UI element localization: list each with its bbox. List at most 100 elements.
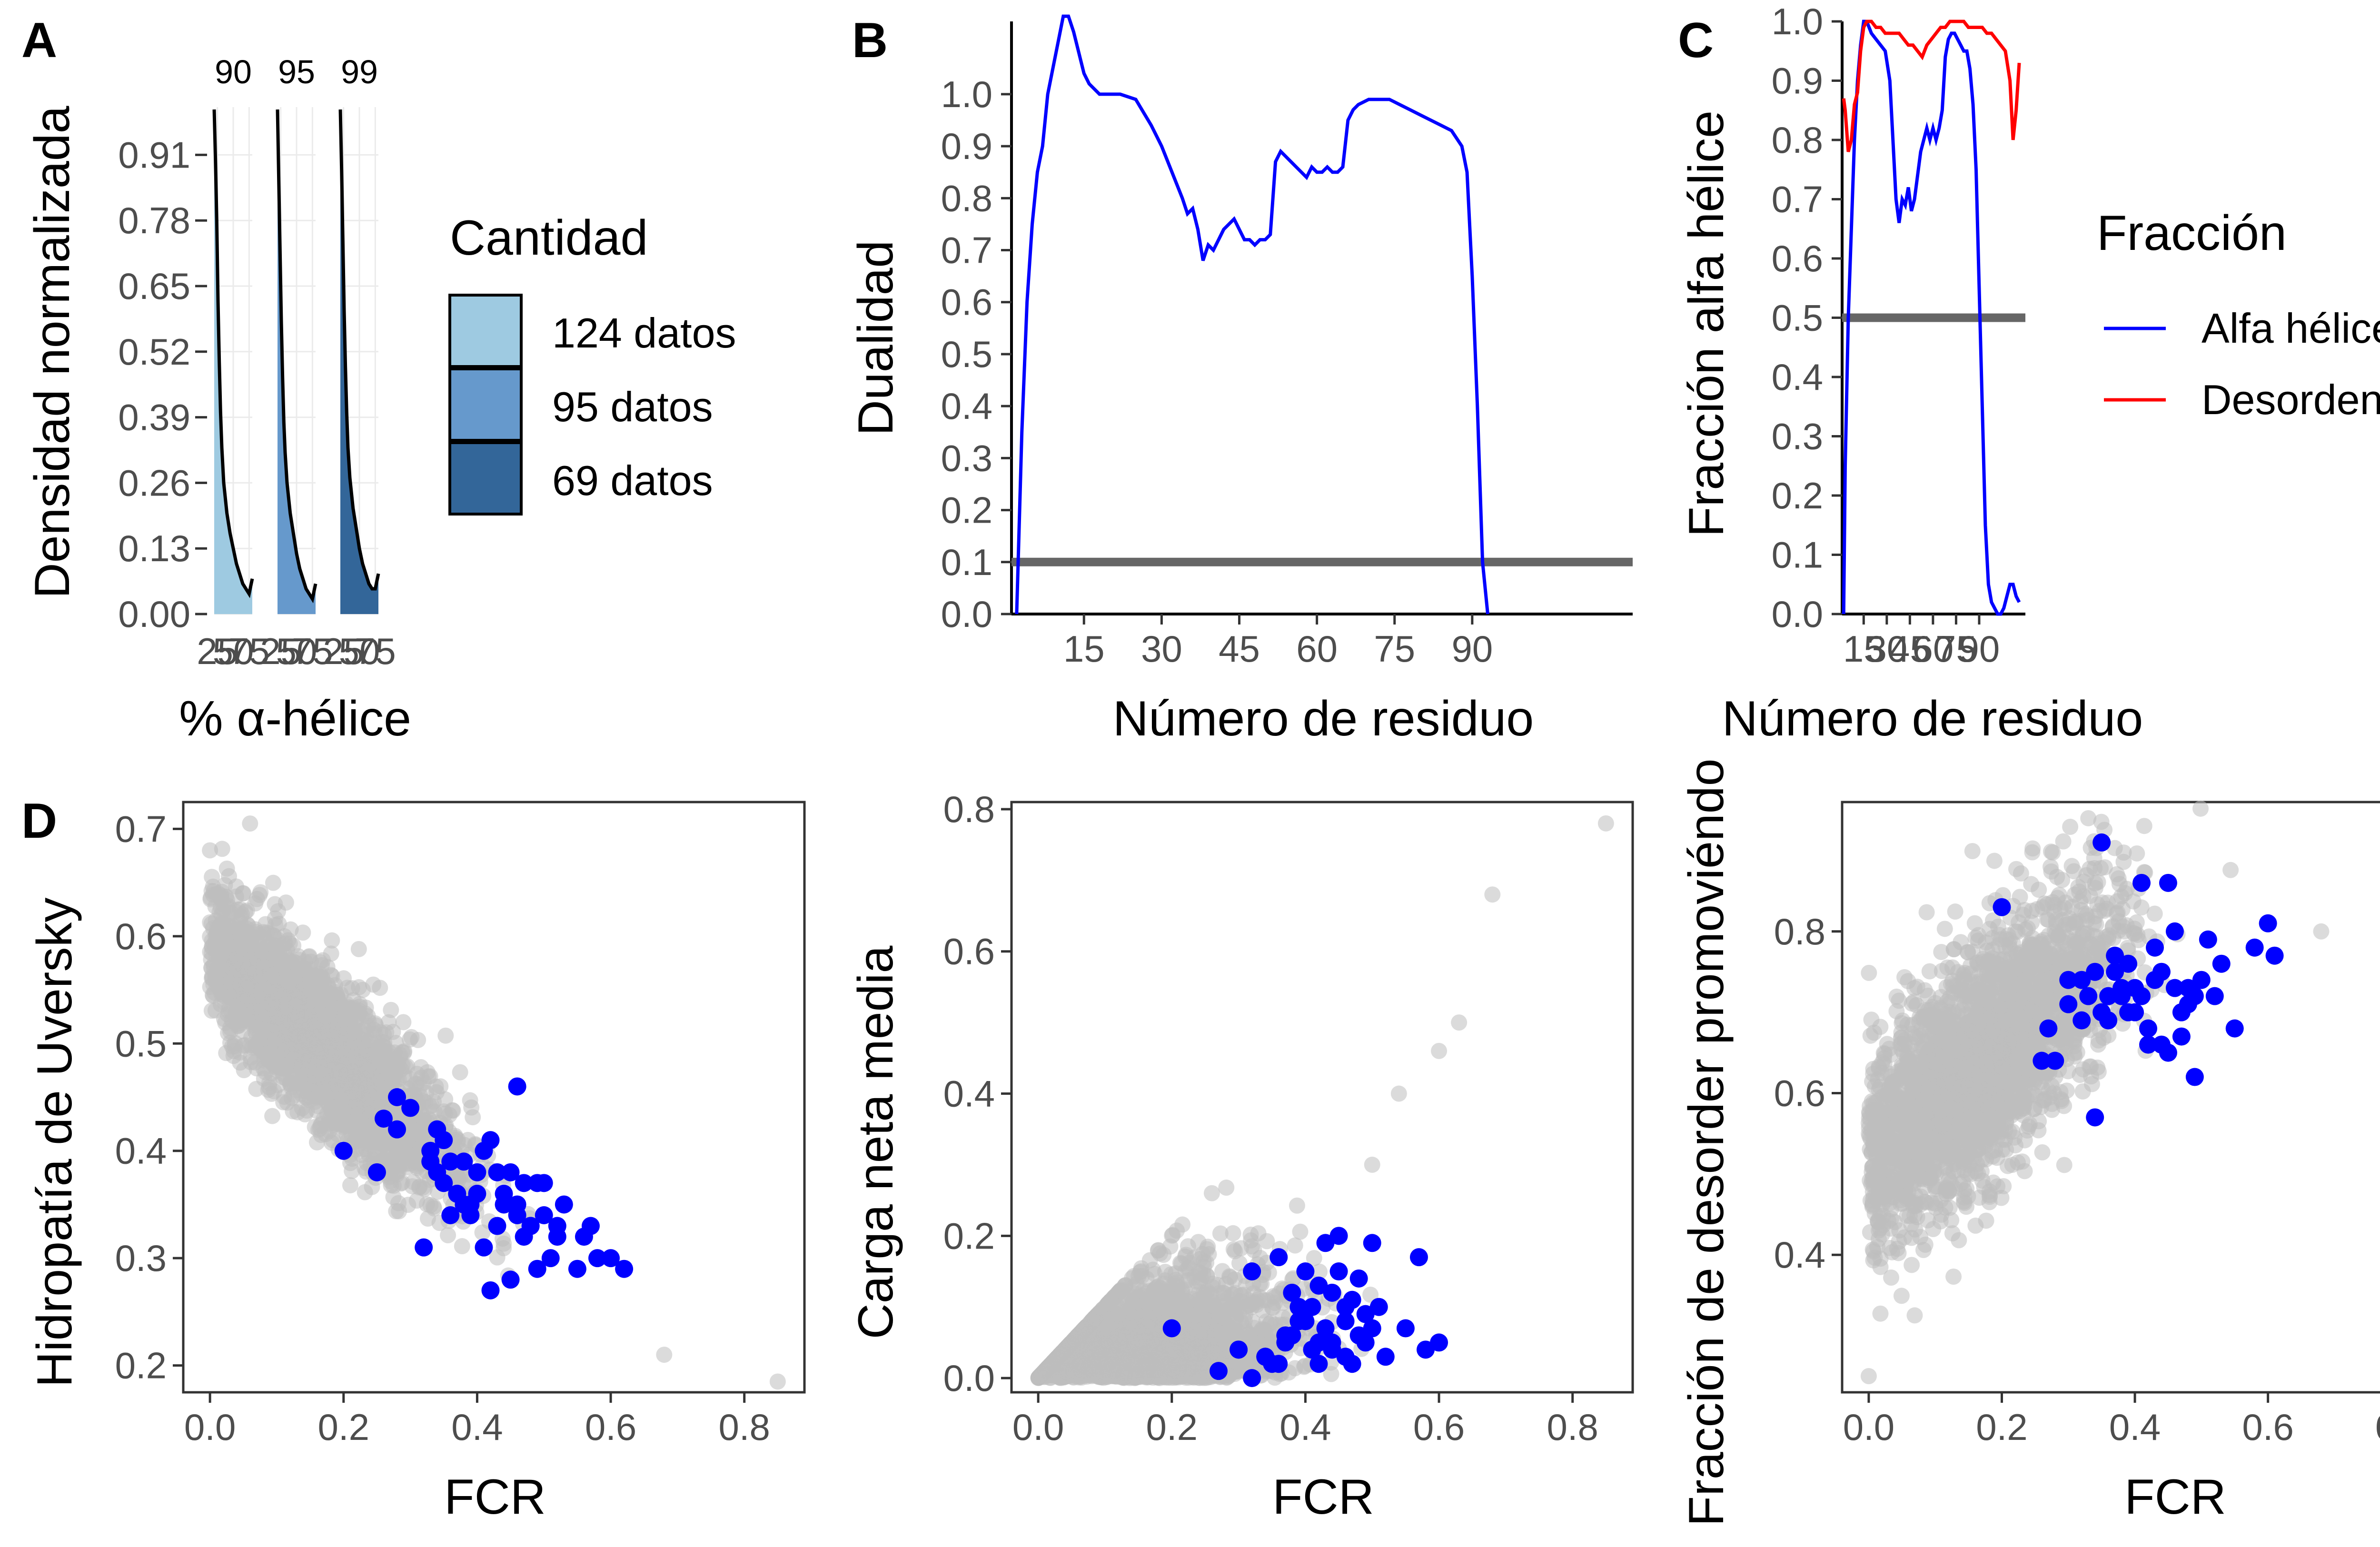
background-point [294, 1075, 311, 1092]
panel-c-legend-title: Fracción [2097, 206, 2287, 261]
background-point [203, 945, 220, 962]
panel-a-density-line [212, 109, 254, 598]
highlight-point [615, 1259, 634, 1278]
panel-a-density-line [276, 109, 317, 604]
panel-a-legend-label-95: 95 datos [552, 383, 713, 430]
highlight-point [481, 1131, 500, 1150]
background-point [242, 815, 258, 832]
panel-a: A 0.000.130.260.390.520.650.780.91 90255… [21, 13, 736, 746]
y-tick-label: 0.8 [943, 788, 995, 830]
y-tick-label: 0.6 [941, 281, 992, 323]
panel-b-tag: B [852, 13, 888, 68]
x-tick-label: 0.6 [585, 1406, 636, 1448]
y-tick-label: 0.0 [1772, 593, 1823, 635]
background-point [232, 976, 249, 992]
x-tick-label: 45 [1219, 628, 1260, 670]
background-point [294, 1033, 311, 1050]
background-point [203, 959, 220, 976]
background-point [267, 1036, 283, 1053]
data-series-line [1015, 14, 1489, 615]
background-point [411, 1121, 428, 1138]
panel-a-x-tick-label: 50 [339, 630, 380, 672]
panel-a-y-tick-label: 0.13 [118, 527, 190, 569]
highlight-point [435, 1131, 453, 1150]
panel-a-legend: Cantidad 124 datos 95 datos 69 datos [448, 210, 736, 516]
y-tick-label: 0.2 [941, 489, 992, 531]
panel-a-x-tick-label: 25 [197, 630, 238, 672]
x-tick-label: 45 [1889, 628, 1931, 670]
background-point [656, 1347, 673, 1363]
y-tick-label: 0.5 [941, 333, 992, 375]
y-tick-label: 0.2 [115, 1345, 167, 1387]
x-tick-label: 15 [1843, 628, 1884, 670]
panel-c-legend-label-helix: Alfa hélice [2202, 305, 2380, 352]
y-tick-label: 0.9 [941, 125, 992, 167]
background-point [248, 930, 264, 946]
x-tick-label: 60 [1912, 628, 1954, 670]
background-point [276, 975, 292, 992]
y-tick-label: 0.7 [1772, 178, 1823, 220]
background-point [395, 1014, 412, 1031]
y-tick-label: 0.4 [1772, 356, 1823, 398]
background-point [344, 1041, 361, 1058]
panel-d2-plot-area: 0.00.20.40.60.80.0 0.2 0.4 0.6 0.8 [943, 788, 1634, 1448]
background-point [352, 1123, 369, 1140]
y-tick-label: 0.3 [941, 437, 992, 479]
highlight-point [488, 1217, 506, 1235]
highlight-point [508, 1077, 526, 1096]
panel-a-legend-title: Cantidad [450, 210, 648, 266]
background-point [264, 1108, 281, 1124]
highlight-point [415, 1238, 433, 1257]
panel-a-tag: A [21, 13, 57, 68]
panel-c-legend: Fracción Alfa hélice Desorden [2097, 206, 2380, 423]
background-point [305, 1019, 321, 1035]
panel-d-tag: D [21, 793, 57, 849]
x-tick-label: 30 [1866, 628, 1907, 670]
background-point [437, 1027, 454, 1044]
background-point [221, 868, 238, 884]
background-point [372, 980, 388, 996]
panel-b: B 0.00.10.20.30.40.50.60.70.80.91.015 30 4… [848, 13, 1633, 746]
panel-a-x-tick-label: 25 [260, 630, 301, 672]
y-tick-label: 0.2 [943, 1215, 995, 1257]
y-tick-label: 0.2 [1772, 475, 1823, 516]
x-tick-label: 0.0 [1012, 1406, 1064, 1448]
background-point [391, 1203, 407, 1220]
y-tick-label: 0.3 [115, 1237, 167, 1279]
panel-c: C 0.00.10.20.30.40.50.60.70.80.91.015304… [1678, 0, 2380, 746]
background-point [275, 1094, 292, 1111]
background-point [221, 989, 238, 1005]
background-point [235, 885, 252, 902]
panel-a-legend-key-dark-blue [448, 441, 523, 516]
background-point [465, 1109, 481, 1126]
background-points [202, 815, 786, 1390]
panel-a-facet-strip-label: 99 [341, 53, 378, 90]
highlight-point [548, 1228, 566, 1246]
panel-a-y-tick-label: 0.00 [118, 593, 190, 635]
highlight-point [401, 1099, 420, 1117]
y-tick-label: 1.0 [1772, 0, 1823, 42]
highlight-point [455, 1152, 473, 1171]
highlight-point [535, 1174, 553, 1192]
background-point [1218, 1180, 1235, 1196]
panel-a-x-tick-label: 75 [228, 630, 270, 672]
background-point [266, 1000, 283, 1016]
x-tick-label: 15 [1063, 628, 1105, 670]
highlight-point [388, 1120, 407, 1139]
background-point [202, 842, 218, 859]
background-point [308, 1068, 325, 1084]
background-point [460, 1131, 476, 1148]
y-tick-label: 0.4 [941, 385, 992, 427]
background-point [350, 941, 367, 957]
panel-d1-y-axis-title: Hidropatía de Uversky [27, 898, 82, 1388]
y-tick-label: 0.1 [941, 541, 992, 583]
highlight-point [501, 1270, 520, 1289]
highlight-point [528, 1259, 546, 1278]
y-tick-label: 0.4 [115, 1130, 167, 1172]
panel-a-x-tick-label: 50 [276, 630, 317, 672]
background-point [454, 1238, 470, 1255]
highlight-point [515, 1174, 533, 1192]
